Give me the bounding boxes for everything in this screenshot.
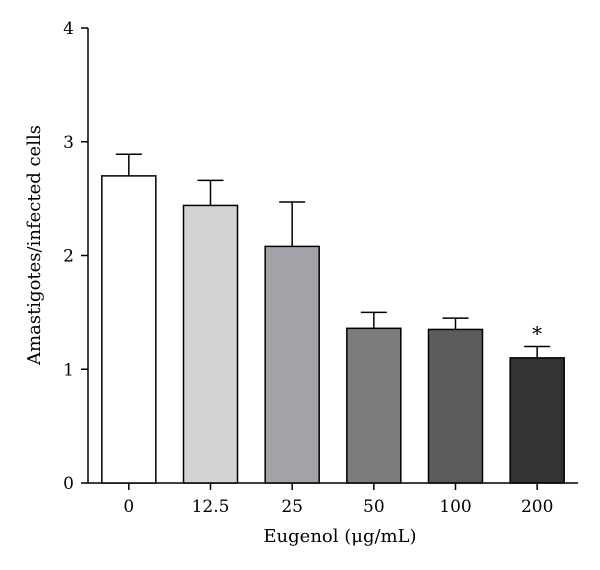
y-axis-title: Amastigotes/infected cells — [24, 125, 45, 366]
x-axis: 0 12.5 25 50 100 200 — [88, 482, 578, 517]
x-tick-label: 50 — [363, 497, 385, 517]
bars — [101, 175, 565, 484]
y-tick-label: 4 — [63, 19, 74, 39]
x-tick-label: 25 — [281, 497, 303, 517]
error-bars — [115, 153, 551, 358]
x-tick-label: 100 — [439, 497, 471, 517]
x-tick-label: 12.5 — [192, 497, 230, 517]
y-tick-label: 3 — [63, 133, 74, 153]
y-tick-label: 0 — [63, 474, 74, 494]
bar — [509, 357, 565, 484]
bar — [346, 327, 402, 484]
bar — [101, 175, 157, 484]
x-axis-title: Eugenol (μg/mL) — [263, 526, 416, 547]
x-tick-label: 0 — [123, 497, 134, 517]
annotations: * — [532, 322, 542, 346]
y-tick-label: 1 — [63, 360, 74, 380]
bar — [427, 328, 484, 484]
y-axis: 0 1 2 3 4 — [63, 19, 89, 494]
bar — [264, 245, 320, 484]
significance-marker: * — [532, 322, 542, 346]
bar — [182, 204, 239, 484]
x-tick-label: 200 — [521, 497, 553, 517]
y-tick-label: 2 — [63, 247, 74, 267]
